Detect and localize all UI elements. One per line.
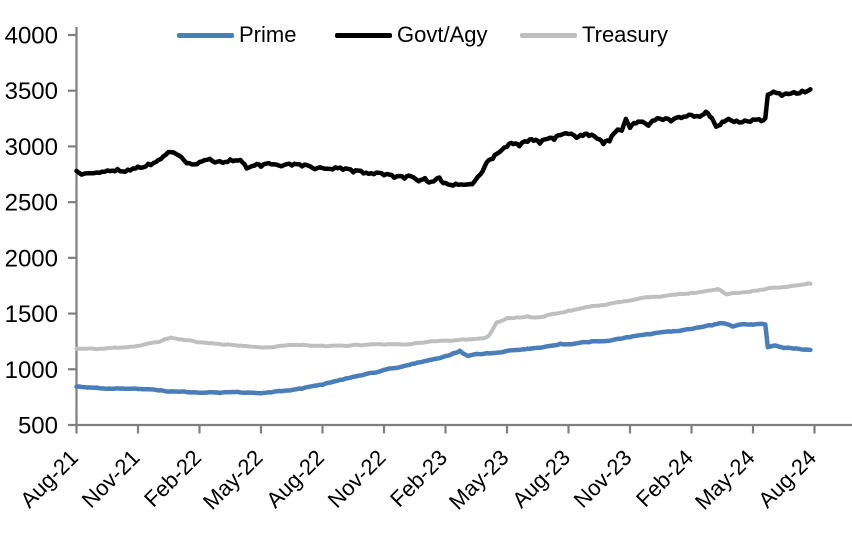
y-tick-label: 3500 [5,78,58,105]
x-tick-label: Aug-24 [753,445,821,513]
y-tick-label: 2500 [5,190,58,217]
axis-labels: 4000350030002500200015001000500Aug-21Nov… [5,23,821,515]
legend-item-govt-agy: Govt/Agy [335,22,487,48]
axes [68,27,852,434]
legend-label-treasury: Treasury [582,22,668,47]
x-tick-label: May-24 [690,445,760,515]
y-tick-label: 500 [18,413,58,440]
treasury-line-swatch-icon [520,32,577,38]
govt-agy-line-swatch-icon [335,32,392,38]
x-tick-label: May-23 [444,445,514,515]
x-tick-label: Nov-21 [77,445,145,513]
prime-line-swatch-icon [177,32,234,38]
x-tick-label: May-22 [198,445,268,515]
series-treasury-line [74,281,813,352]
series-prime-line [74,320,813,396]
y-tick-label: 1500 [5,301,58,328]
legend: Prime Govt/Agy Treasury [0,22,852,48]
series-lines [74,87,813,396]
x-tick-label: Nov-22 [323,445,391,513]
axis-lines [75,27,852,427]
x-tick-label: Feb-23 [385,445,452,512]
legend-label-govt-agy: Govt/Agy [397,22,488,47]
y-tick-label: 2000 [5,245,58,272]
x-tick-label: Feb-24 [631,445,698,512]
y-tick-label: 1000 [5,357,58,384]
series-govt-agy-line [74,87,813,188]
y-tick-label: 4000 [5,23,58,50]
legend-item-prime: Prime [177,22,296,48]
x-tick-label: Aug-21 [15,445,83,513]
y-tick-label: 3000 [5,134,58,161]
x-tick-label: Feb-22 [139,445,206,512]
legend-item-treasury: Treasury [520,22,668,48]
x-tick-label: Aug-22 [261,445,329,513]
x-tick-label: Aug-23 [507,445,575,513]
legend-label-prime: Prime [239,22,297,47]
x-tick-label: Nov-23 [569,445,637,513]
